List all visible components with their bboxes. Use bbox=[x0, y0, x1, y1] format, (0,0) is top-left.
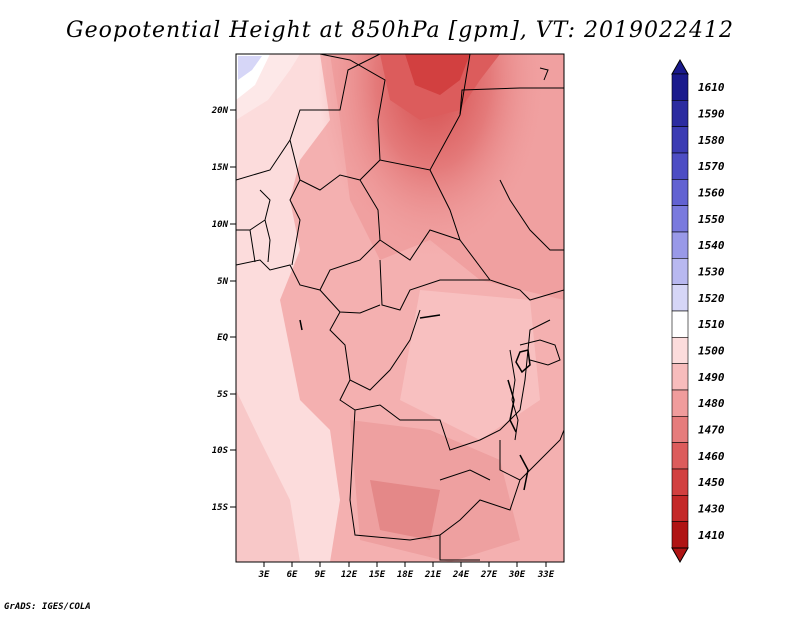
legend-arrow-bottom bbox=[671, 547, 689, 564]
lon-axis: 3E 6E 9E 12E 15E 18E 21E 24E 27E 30E 33E bbox=[258, 562, 555, 580]
lat-label: 5N bbox=[217, 277, 228, 287]
legend-swatch bbox=[671, 179, 689, 206]
lat-label: 10N bbox=[212, 220, 229, 230]
lon-label: 21E bbox=[424, 570, 442, 580]
lon-label: 3E bbox=[258, 570, 270, 580]
lon-label: 18E bbox=[397, 570, 414, 580]
lat-label: 15N bbox=[212, 163, 229, 173]
legend-swatch bbox=[671, 389, 689, 417]
legend-swatch bbox=[671, 258, 689, 285]
legend-swatch bbox=[671, 100, 689, 127]
legend-swatch bbox=[671, 521, 689, 549]
lon-label: 12E bbox=[341, 570, 358, 580]
color-legend: 1610 1590 1580 1570 1560 1550 1540 1530 1520 1510… bbox=[671, 58, 725, 564]
legend-swatch bbox=[671, 495, 689, 522]
lon-label: 33E bbox=[537, 570, 555, 580]
legend-swatch bbox=[671, 284, 689, 312]
legend-swatch bbox=[671, 126, 689, 154]
legend-label: 1510 bbox=[698, 318, 725, 331]
legend-label: 1500 bbox=[698, 345, 725, 358]
legend-label: 1460 bbox=[698, 450, 725, 463]
legend-label: 1520 bbox=[698, 292, 725, 305]
legend-swatch bbox=[671, 231, 689, 259]
lon-label: 30E bbox=[508, 570, 526, 580]
lon-label: 27E bbox=[480, 570, 498, 580]
legend-swatch bbox=[671, 442, 689, 470]
legend-label: 1530 bbox=[698, 266, 725, 279]
legend-label: 1480 bbox=[698, 397, 725, 410]
legend-label: 1580 bbox=[698, 134, 725, 147]
chart-title: Geopotential Height at 850hPa [gpm], VT:… bbox=[66, 18, 734, 43]
legend-label: 1560 bbox=[698, 187, 725, 200]
legend-label: 1610 bbox=[698, 81, 725, 94]
lon-label: 9E bbox=[315, 570, 326, 580]
credit-text: GrADS: IGES/COLA bbox=[4, 602, 91, 612]
country-borders bbox=[236, 54, 564, 561]
legend-label: 1490 bbox=[698, 371, 725, 384]
lon-label: 24E bbox=[452, 570, 470, 580]
legend-label: 1470 bbox=[698, 424, 725, 437]
lat-label: 5S bbox=[217, 390, 228, 400]
legend-label: 1410 bbox=[698, 529, 725, 542]
lat-label: 20N bbox=[211, 106, 229, 116]
lake-outlines bbox=[299, 314, 531, 491]
legend-label: 1590 bbox=[698, 108, 725, 121]
legend-swatch bbox=[671, 73, 689, 101]
legend-label: 1450 bbox=[698, 476, 725, 489]
legend-label: 1430 bbox=[698, 503, 725, 516]
legend-swatch bbox=[671, 152, 689, 180]
legend-swatch bbox=[671, 363, 689, 391]
legend-swatch bbox=[671, 416, 689, 443]
lat-label: 10S bbox=[212, 446, 229, 456]
lat-axis: 20N 15N 10N 5N EQ 5S 10S 15S bbox=[211, 106, 236, 513]
legend-label: 1550 bbox=[698, 213, 725, 226]
lon-label: 6E bbox=[287, 570, 298, 580]
map-frame bbox=[235, 53, 565, 563]
legend-label: 1540 bbox=[698, 239, 725, 252]
legend-swatch bbox=[671, 310, 689, 338]
lat-label: EQ bbox=[217, 333, 228, 343]
legend-label: 1570 bbox=[698, 160, 725, 173]
lon-label: 15E bbox=[369, 570, 386, 580]
lat-label: 15S bbox=[212, 503, 229, 513]
legend-swatch bbox=[671, 205, 689, 233]
height-field bbox=[236, 54, 564, 562]
legend-arrow-top bbox=[671, 58, 689, 75]
legend-swatch bbox=[671, 337, 689, 364]
legend-swatch bbox=[671, 468, 689, 496]
